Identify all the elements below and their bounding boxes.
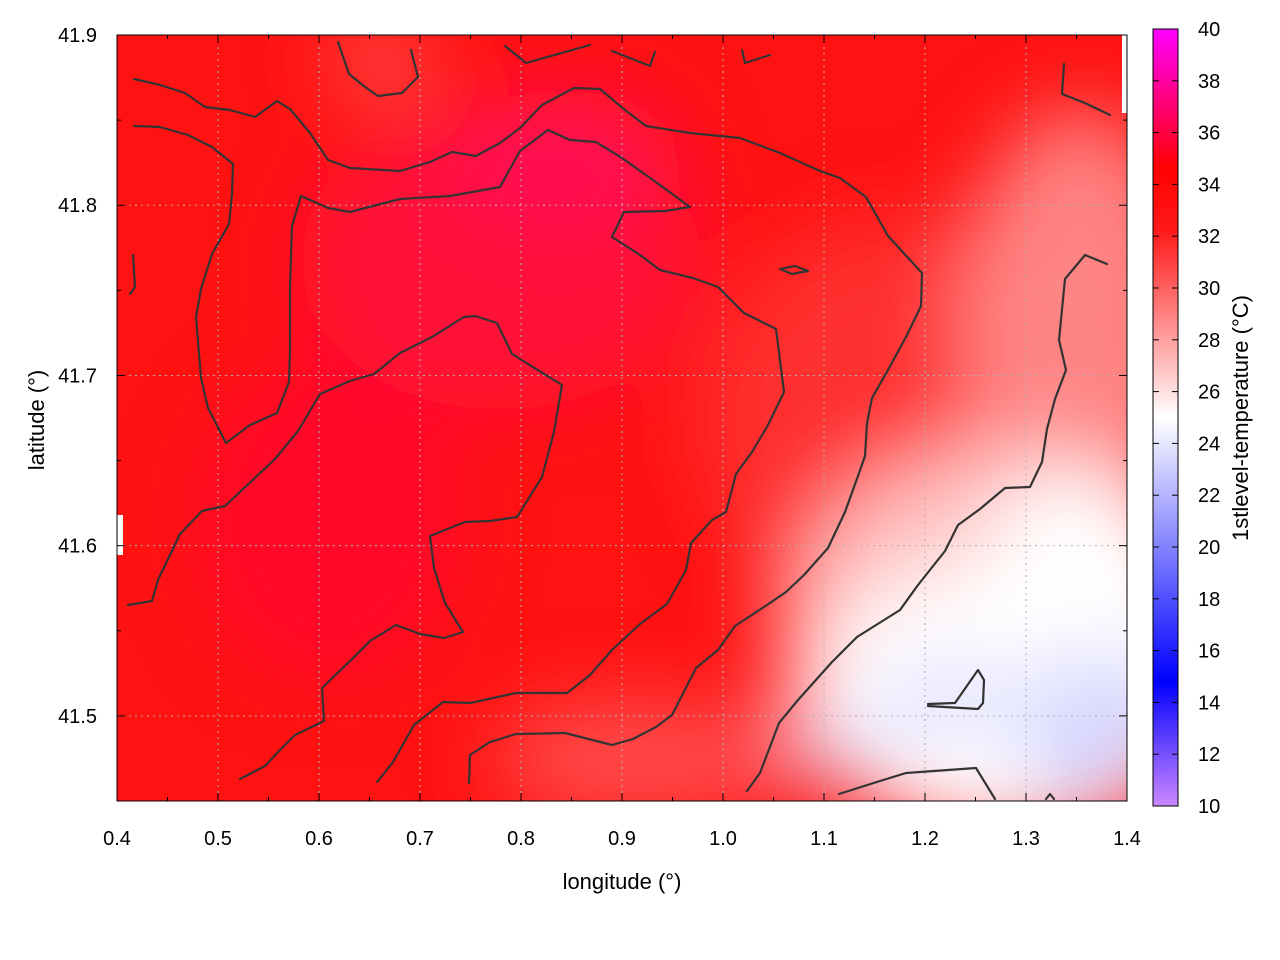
- contour-line: [132, 77, 924, 785]
- contour-lines: [126, 40, 1112, 801]
- x-tick-label: 1.4: [1113, 828, 1141, 850]
- contour-line: [926, 668, 986, 711]
- contour-line: [837, 766, 997, 801]
- contour-line: [132, 124, 786, 784]
- contour-line: [336, 40, 420, 98]
- y-tick-label: 41.5: [58, 706, 97, 728]
- colorbar-tick-label: 32: [1198, 226, 1220, 248]
- contour-line: [503, 43, 592, 65]
- colorbar-tick-label: 16: [1198, 641, 1220, 663]
- x-tick-label: 0.4: [103, 828, 131, 850]
- colorbar-tick-label: 34: [1198, 174, 1220, 196]
- colorbar-tick-label: 14: [1198, 692, 1220, 714]
- colorbar-tick-label: 24: [1198, 433, 1220, 455]
- contour-line: [740, 48, 772, 65]
- colorbar-tick-label: 30: [1198, 278, 1220, 300]
- contour-line: [1060, 62, 1112, 117]
- x-axis-label: longitude (°): [563, 869, 682, 894]
- y-tick-label: 41.8: [58, 195, 97, 217]
- x-tick-label: 0.5: [204, 828, 232, 850]
- colorbar-ticks: 10 12 14 16 18 20 22 24 26 28 30 32 34 36 38 40: [1153, 19, 1220, 818]
- x-tick-label: 1.2: [911, 828, 939, 850]
- contour-line: [126, 314, 564, 781]
- y-axis: 41.5 41.6 41.7 41.8 41.9: [58, 25, 1127, 728]
- colorbar-tick-label: 18: [1198, 589, 1220, 611]
- colorbar-tick-label: 28: [1198, 330, 1220, 352]
- x-tick-label: 0.7: [406, 828, 434, 850]
- x-tick-label: 1.0: [709, 828, 737, 850]
- x-tick-label: 1.1: [810, 828, 838, 850]
- x-tick-label: 0.8: [507, 828, 535, 850]
- x-axis: 0.4 0.5 0.6 0.7 0.8 0.9 1.0 1.1 1.2 1.3 1.4: [103, 35, 1141, 850]
- grid: [117, 34, 1127, 801]
- colorbar-tick-label: 10: [1198, 796, 1220, 818]
- contour-line: [1044, 792, 1056, 801]
- contour-line: [128, 253, 137, 296]
- colorbar-tick-label: 38: [1198, 71, 1220, 93]
- x-tick-label: 0.6: [305, 828, 333, 850]
- contour-line: [610, 49, 657, 68]
- colorbar-tick-label: 26: [1198, 382, 1220, 404]
- y-axis-label: latitude (°): [24, 370, 49, 471]
- colorbar-tick-label: 20: [1198, 537, 1220, 559]
- y-tick-label: 41.7: [58, 365, 97, 387]
- x-tick-label: 1.3: [1012, 828, 1040, 850]
- colorbar-gradient: [1152, 28, 1179, 807]
- colorbar-label: 1stlevel-temperature (°C): [1228, 295, 1253, 541]
- contour-line: [745, 253, 1109, 793]
- colorbar: 10 12 14 16 18 20 22 24 26 28 30 32 34 36 38 40 1stleve…: [1152, 19, 1253, 818]
- y-tick-label: 41.6: [58, 536, 97, 558]
- colorbar-tick-label: 12: [1198, 744, 1220, 766]
- colorbar-tick-label: 40: [1198, 19, 1220, 41]
- x-tick-label: 0.9: [608, 828, 636, 850]
- colorbar-tick-label: 22: [1198, 485, 1220, 507]
- contour-line: [778, 264, 810, 276]
- colorbar-tick-label: 36: [1198, 123, 1220, 145]
- y-tick-label: 41.9: [58, 25, 97, 47]
